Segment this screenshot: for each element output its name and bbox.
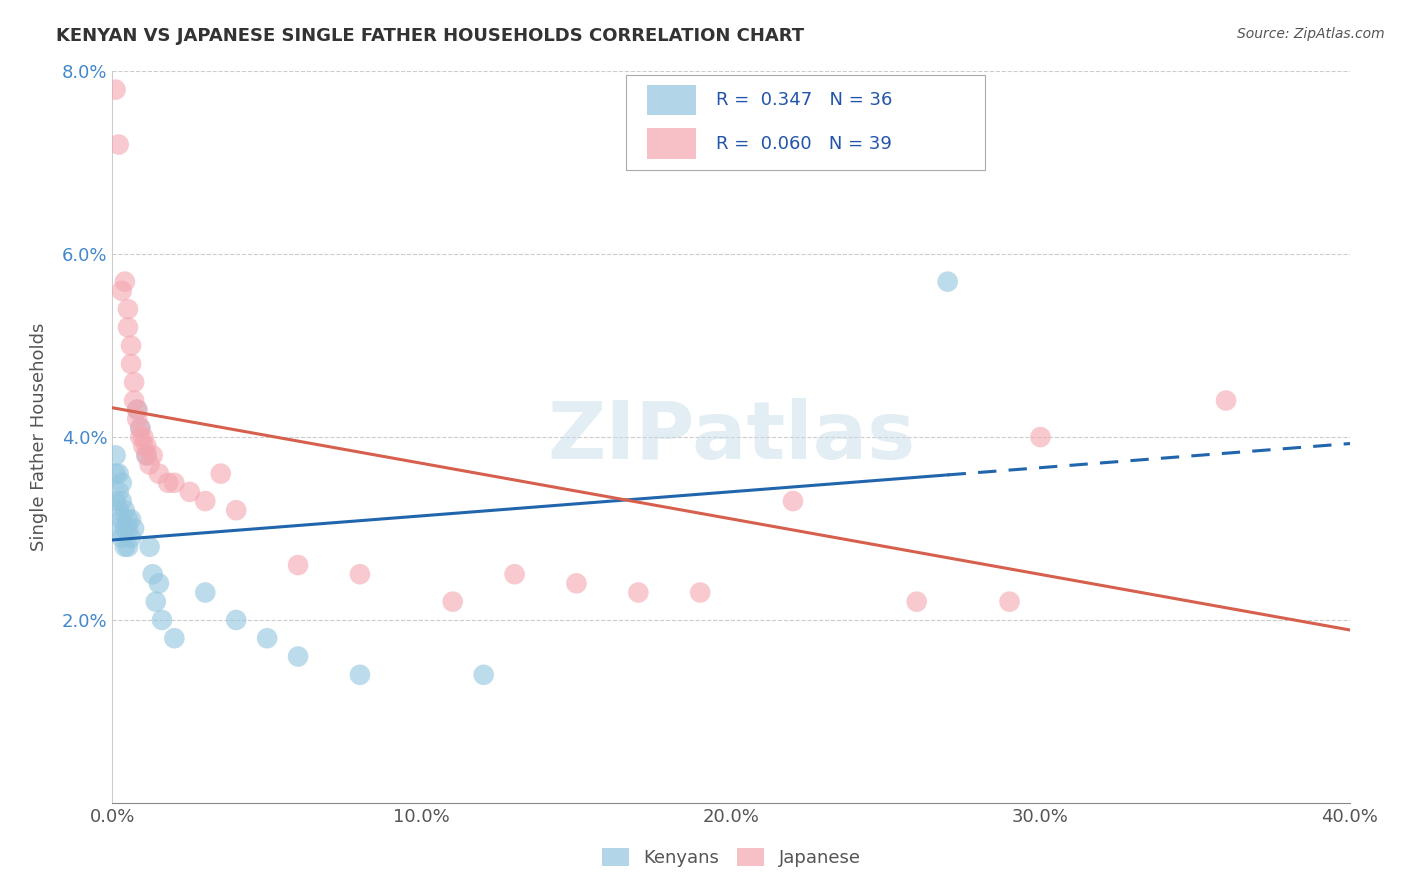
Point (107, 485, 129, 500)
Point (117, 320, 139, 334)
Point (127, 402, 149, 417)
Point (114, 275, 136, 289)
Point (179, 485, 201, 500)
Point (114, 503, 136, 517)
Point (163, 632, 186, 646)
Point (472, 667, 495, 681)
Point (127, 402, 149, 417)
Point (127, 412, 149, 426)
Bar (647, 128, 696, 159)
Point (111, 531, 134, 545)
Point (163, 475, 186, 490)
Point (117, 512, 139, 526)
Point (349, 667, 371, 681)
Point (107, 137, 129, 152)
Point (129, 421, 152, 435)
Point (256, 632, 278, 646)
Point (122, 393, 145, 408)
Point (120, 512, 142, 526)
Point (111, 475, 134, 490)
Text: R =  0.347   N = 36: R = 0.347 N = 36 (716, 91, 893, 109)
Y-axis label: Single Father Households: Single Father Households (30, 323, 48, 551)
FancyBboxPatch shape (626, 75, 984, 170)
Point (148, 467, 170, 481)
Point (107, 467, 129, 481)
Point (117, 540, 139, 554)
Point (148, 576, 170, 591)
Text: ZIPatlas: ZIPatlas (547, 398, 915, 476)
Point (114, 521, 136, 535)
Point (194, 585, 217, 599)
Point (138, 458, 160, 472)
Point (145, 595, 167, 609)
Point (120, 531, 142, 545)
Point (1215, 393, 1237, 408)
Point (117, 302, 139, 317)
Point (209, 467, 232, 481)
Point (150, 613, 173, 627)
Point (225, 613, 247, 627)
Point (1029, 430, 1052, 444)
Point (104, 494, 127, 508)
Point (441, 595, 464, 609)
Point (349, 567, 371, 582)
Text: Source: ZipAtlas.com: Source: ZipAtlas.com (1237, 27, 1385, 41)
Point (107, 503, 129, 517)
Point (104, 467, 127, 481)
Point (135, 439, 157, 453)
Point (194, 494, 217, 508)
Point (111, 494, 134, 508)
Legend: Kenyans, Japanese: Kenyans, Japanese (602, 847, 860, 867)
Text: R =  0.060   N = 39: R = 0.060 N = 39 (716, 135, 893, 153)
Point (936, 275, 959, 289)
Point (142, 567, 165, 582)
Point (287, 558, 309, 573)
Point (135, 449, 157, 463)
Point (114, 540, 136, 554)
Point (120, 338, 142, 352)
Point (565, 576, 588, 591)
Point (157, 475, 180, 490)
Point (782, 494, 804, 508)
Point (122, 376, 145, 390)
Bar (647, 85, 696, 115)
Point (120, 357, 142, 371)
Point (104, 83, 127, 97)
Point (117, 521, 139, 535)
Point (142, 449, 165, 463)
Point (905, 595, 928, 609)
Point (132, 439, 155, 453)
Point (138, 540, 160, 554)
Point (129, 421, 152, 435)
Point (111, 512, 134, 526)
Point (122, 521, 145, 535)
Point (107, 521, 129, 535)
Point (503, 567, 526, 582)
Point (287, 649, 309, 664)
Point (627, 585, 650, 599)
Point (998, 595, 1021, 609)
Point (132, 430, 155, 444)
Point (104, 449, 127, 463)
Point (111, 284, 134, 298)
Point (225, 503, 247, 517)
Point (689, 585, 711, 599)
Text: KENYAN VS JAPANESE SINGLE FATHER HOUSEHOLDS CORRELATION CHART: KENYAN VS JAPANESE SINGLE FATHER HOUSEHO… (56, 27, 804, 45)
Point (135, 449, 157, 463)
Point (129, 430, 152, 444)
